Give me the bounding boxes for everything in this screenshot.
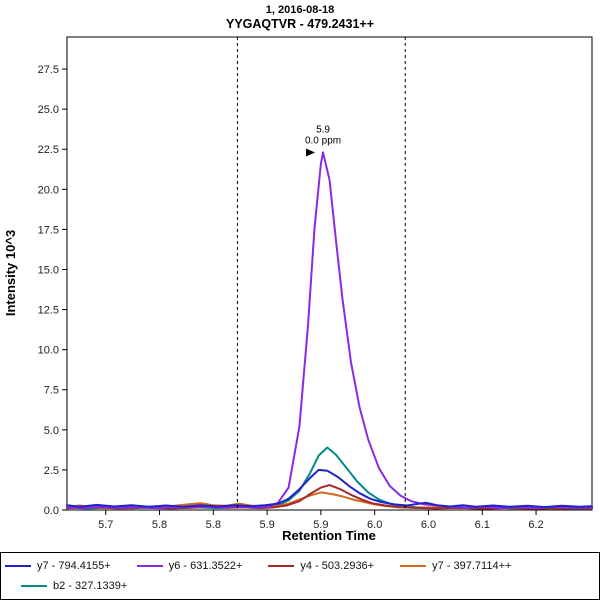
legend-item-y4: y4 - 503.2936+ <box>268 560 374 572</box>
plot-area[interactable] <box>66 36 593 511</box>
legend-swatch-b2 <box>21 585 47 587</box>
legend-label-y6: y6 - 631.3522+ <box>168 560 243 572</box>
y-tick-label: 7.5 <box>44 385 59 397</box>
legend-swatch-y6 <box>136 565 163 567</box>
y-tick-label: 17.5 <box>38 224 59 236</box>
peak-rt-label: 5.9 <box>316 124 330 135</box>
legend-label-y7pp: y7 - 397.7114++ <box>432 560 512 572</box>
axis-ticks-layer: 0.0 2.5 5.0 7.5 10.0 12.5 15.0 17.5 20.0 22.5 25.0… <box>38 64 544 531</box>
y-tick-label: 2.5 <box>44 465 59 477</box>
y-tick-label: 0.0 <box>44 505 59 517</box>
legend-item-y6: y6 - 631.3522+ <box>136 560 243 572</box>
chromatogram-trace-y7 <box>66 468 593 509</box>
chromatogram-chart: 1, 2016-08-18 YYGAQTVR - 479.2431++ Inte… <box>3 4 593 543</box>
annotations-layer: 5.90.0 ppm <box>236 37 406 510</box>
legend-label-y4: y4 - 503.2936+ <box>300 560 375 572</box>
legend-item-y7: y7 - 794.4155+ <box>5 560 111 572</box>
x-tick-label: 6.0 <box>367 519 382 531</box>
x-tick-label: 6.2 <box>528 519 543 531</box>
legend-swatch-y4 <box>268 565 295 567</box>
x-tick-label: 5.7 <box>98 519 113 531</box>
x-tick-label: 5.8 <box>152 519 167 531</box>
y-tick-label: 12.5 <box>38 305 59 317</box>
y-tick-label: 20.0 <box>38 184 59 196</box>
legend: y7 - 794.4155+ y6 - 631.3522+ y4 - 503.293… <box>0 552 600 600</box>
x-axis-title: Retention Time <box>282 528 376 543</box>
peak-arrow-icon <box>306 148 316 157</box>
y-tick-label: 15.0 <box>38 264 59 276</box>
peak-ppm-label: 0.0 ppm <box>305 135 341 146</box>
legend-label-b2: b2 - 327.1339+ <box>53 580 128 592</box>
legend-row-1: y7 - 794.4155+ y6 - 631.3522+ y4 - 503.293… <box>5 556 595 576</box>
y-tick-label: 25.0 <box>38 104 59 116</box>
chart-title: 1, 2016-08-18 <box>266 4 335 16</box>
series-layer <box>66 151 593 510</box>
y-tick-label: 27.5 <box>38 64 59 76</box>
legend-item-b2: b2 - 327.1339+ <box>21 580 127 592</box>
legend-swatch-y7 <box>5 565 31 567</box>
x-tick-label: 5.9 <box>259 519 274 531</box>
legend-item-y7pp: y7 - 397.7114++ <box>400 560 511 572</box>
y-tick-label: 22.5 <box>38 144 59 156</box>
y-tick-label: 10.0 <box>38 345 59 357</box>
x-tick-label: 6.0 <box>421 519 436 531</box>
y-tick-label: 5.0 <box>44 425 59 437</box>
x-tick-label: 5.8 <box>206 519 221 531</box>
x-tick-label: 6.1 <box>475 519 490 531</box>
legend-label-y7: y7 - 794.4155+ <box>37 560 111 572</box>
y-axis-title: Intensity 10^3 <box>3 230 18 316</box>
legend-row-2: b2 - 327.1339+ <box>5 576 595 596</box>
legend-swatch-y7pp <box>400 565 427 567</box>
peptide-title: YYGAQTVR - 479.2431++ <box>226 17 374 31</box>
x-tick-label: 5.9 <box>313 519 328 531</box>
